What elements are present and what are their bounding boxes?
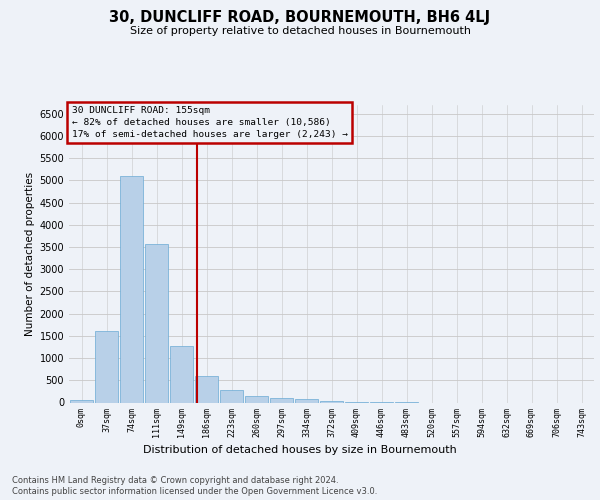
Text: 30 DUNCLIFF ROAD: 155sqm
← 82% of detached houses are smaller (10,586)
17% of se: 30 DUNCLIFF ROAD: 155sqm ← 82% of detach…	[71, 106, 347, 139]
Text: Contains public sector information licensed under the Open Government Licence v3: Contains public sector information licen…	[12, 487, 377, 496]
Text: Distribution of detached houses by size in Bournemouth: Distribution of detached houses by size …	[143, 445, 457, 455]
Bar	[95, 332, 118, 402]
Bar	[245, 396, 268, 402]
Bar	[195, 376, 218, 402]
Text: Contains HM Land Registry data © Crown copyright and database right 2024.: Contains HM Land Registry data © Crown c…	[12, 476, 338, 485]
Bar	[295, 400, 318, 402]
Bar	[220, 390, 243, 402]
Bar	[145, 244, 168, 402]
Bar	[70, 400, 93, 402]
Bar	[170, 346, 193, 403]
Bar	[120, 176, 143, 402]
Text: 30, DUNCLIFF ROAD, BOURNEMOUTH, BH6 4LJ: 30, DUNCLIFF ROAD, BOURNEMOUTH, BH6 4LJ	[109, 10, 491, 25]
Bar	[270, 398, 293, 402]
Y-axis label: Number of detached properties: Number of detached properties	[25, 172, 35, 336]
Text: Size of property relative to detached houses in Bournemouth: Size of property relative to detached ho…	[130, 26, 470, 36]
